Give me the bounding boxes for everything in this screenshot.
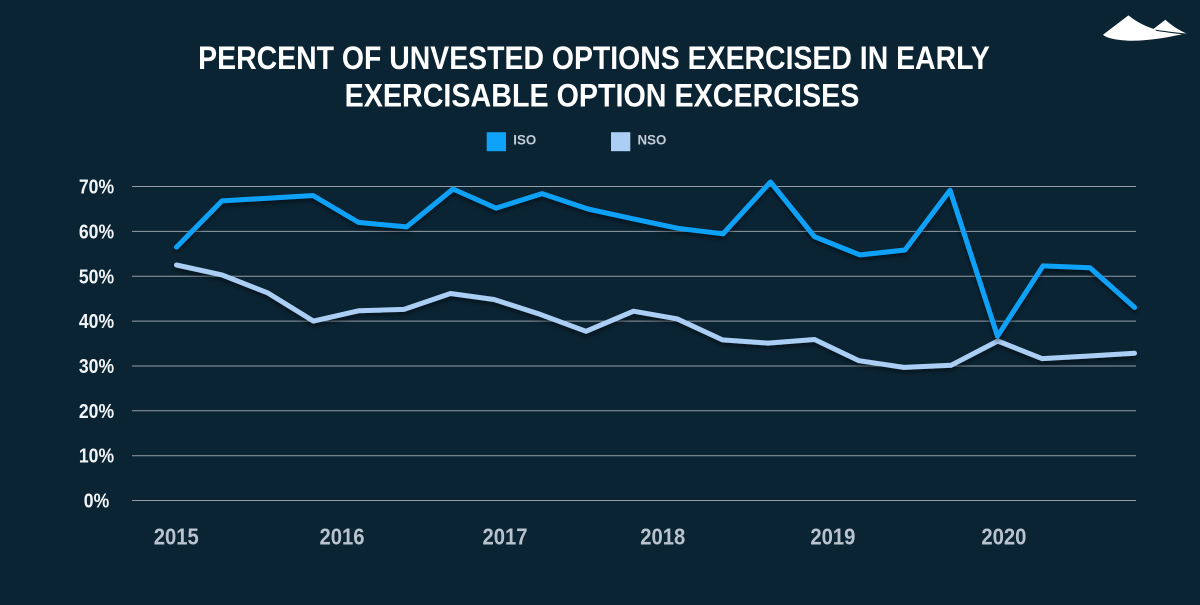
svg-text:60%: 60% [79, 220, 114, 242]
svg-text:70%: 70% [79, 175, 114, 197]
svg-text:2019: 2019 [810, 523, 855, 550]
svg-text:ISO: ISO [513, 132, 536, 147]
svg-text:50%: 50% [79, 265, 114, 287]
svg-text:NSO: NSO [638, 132, 667, 147]
svg-text:2018: 2018 [640, 523, 685, 550]
svg-text:10%: 10% [79, 445, 114, 467]
svg-text:30%: 30% [79, 355, 114, 377]
svg-text:2020: 2020 [981, 523, 1026, 550]
svg-text:2017: 2017 [482, 523, 527, 550]
svg-text:20%: 20% [79, 400, 114, 422]
svg-text:2016: 2016 [319, 523, 364, 550]
svg-text:40%: 40% [79, 310, 114, 332]
svg-text:EXERCISABLE OPTION EXCERCISES: EXERCISABLE OPTION EXCERCISES [345, 78, 860, 114]
svg-text:PERCENT OF UNVESTED OPTIONS EX: PERCENT OF UNVESTED OPTIONS EXERCISED IN… [198, 40, 990, 76]
svg-text:2015: 2015 [154, 523, 199, 550]
svg-text:0%: 0% [84, 489, 110, 511]
